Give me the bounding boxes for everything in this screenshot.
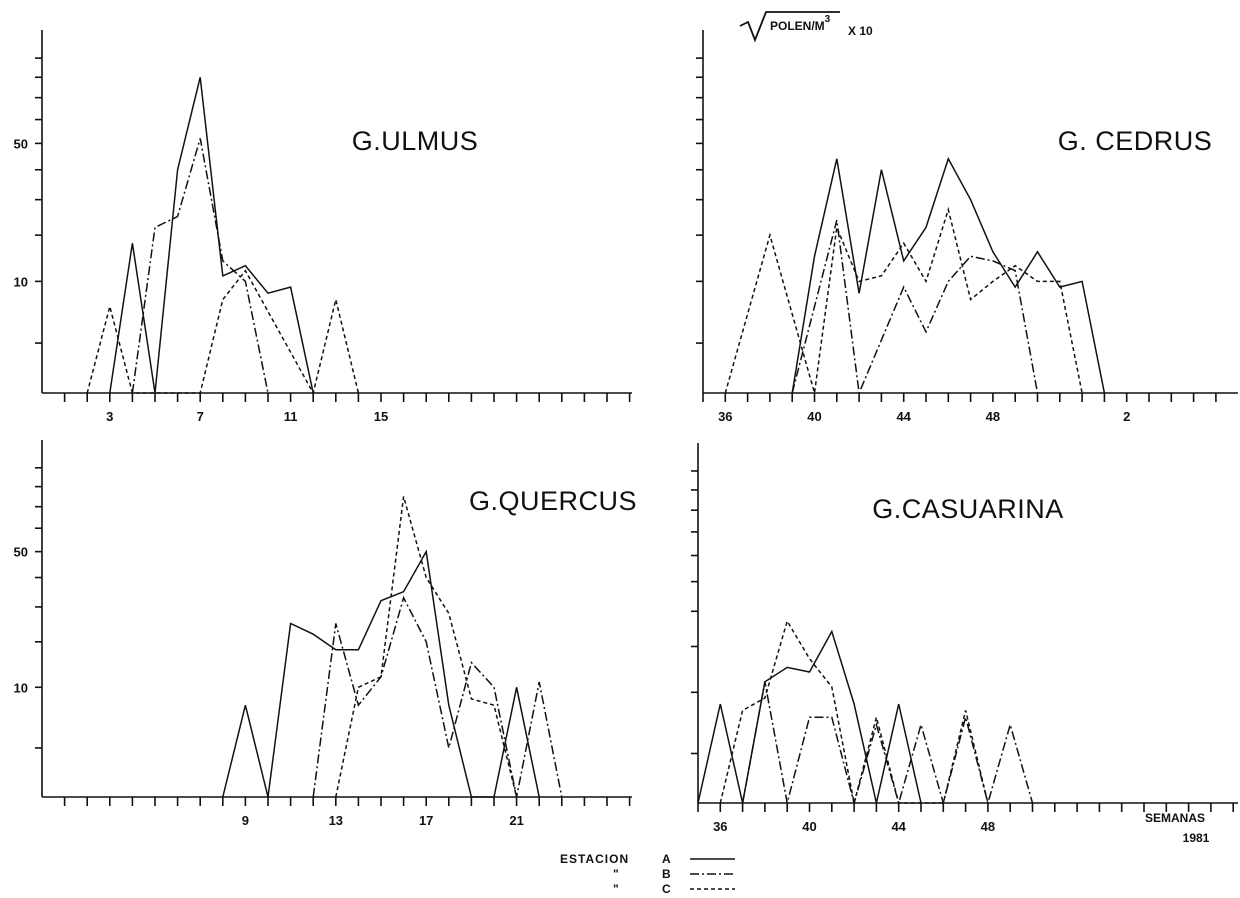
panel-casuarina: 36 40 44 48 G.CASUARINA: [691, 443, 1238, 834]
y-tick-label: 50: [14, 545, 28, 560]
y-tick-label: 50: [14, 136, 28, 151]
series-line-a: [222, 549, 540, 798]
panel-title: G. CEDRUS: [1058, 126, 1213, 156]
x-tick-label: 40: [802, 819, 816, 834]
xaxis-year: 1981: [1183, 831, 1210, 845]
series-line-c: [86, 269, 360, 396]
series-line-b: [131, 138, 269, 394]
panel-ulmus: 3 7 11 15 10 50 G.ULMUS: [14, 30, 632, 424]
panel-title: G.QUERCUS: [469, 486, 637, 516]
x-tick-label: 2: [1123, 409, 1130, 424]
x-tick-label: 44: [891, 819, 906, 834]
series-line-b: [741, 681, 1034, 806]
sqrt-symbol: [739, 11, 840, 43]
legend-ditto-c: ": [613, 882, 620, 896]
x-tick-label: 48: [981, 819, 995, 834]
panel-quercus: 9 13 17 21 10 50 G.QUERCUS: [14, 440, 637, 828]
x-tick-label: 21: [509, 813, 523, 828]
series-line-b: [791, 219, 1039, 396]
legend: ESTACION " " A B C: [560, 852, 735, 896]
series-line-c: [719, 619, 989, 804]
series-line-a: [791, 156, 1106, 394]
x-tick-label: 7: [197, 409, 204, 424]
units-factor: X 10: [848, 24, 873, 38]
units-label: POLEN/M3 X 10: [739, 11, 873, 43]
series-line-a: [697, 629, 922, 804]
legend-prefix: ESTACION: [560, 852, 629, 866]
x-tick-label: 40: [807, 409, 821, 424]
panel-title: G.ULMUS: [352, 126, 479, 156]
x-tick-label: 9: [242, 813, 249, 828]
series-line-a: [109, 77, 314, 394]
panel-title: G.CASUARINA: [872, 494, 1064, 524]
legend-key-a: A: [662, 852, 672, 866]
series-line-c: [335, 496, 518, 798]
x-tick-label: 36: [713, 819, 727, 834]
x-tick-label: 11: [284, 409, 298, 424]
y-tick-label: 10: [14, 680, 28, 695]
x-tick-label: 48: [986, 409, 1000, 424]
x-tick-label: 44: [896, 409, 911, 424]
series-line-b: [312, 595, 563, 798]
legend-ditto-b: ": [613, 867, 620, 881]
units-text: POLEN/M3: [770, 14, 831, 33]
x-tick-label: 3: [106, 409, 113, 424]
x-tick-label: 36: [718, 409, 732, 424]
xaxis-label: SEMANAS: [1145, 811, 1205, 825]
legend-key-c: C: [662, 882, 672, 896]
legend-key-b: B: [662, 867, 672, 881]
series-line-c: [724, 206, 1083, 394]
panel-cedrus: 36 40 44 48 2 G. CEDRUS: [696, 30, 1238, 424]
x-tick-label: 17: [419, 813, 433, 828]
x-tick-label: 13: [329, 813, 343, 828]
y-tick-label: 10: [14, 274, 28, 289]
x-tick-label: 15: [374, 409, 388, 424]
